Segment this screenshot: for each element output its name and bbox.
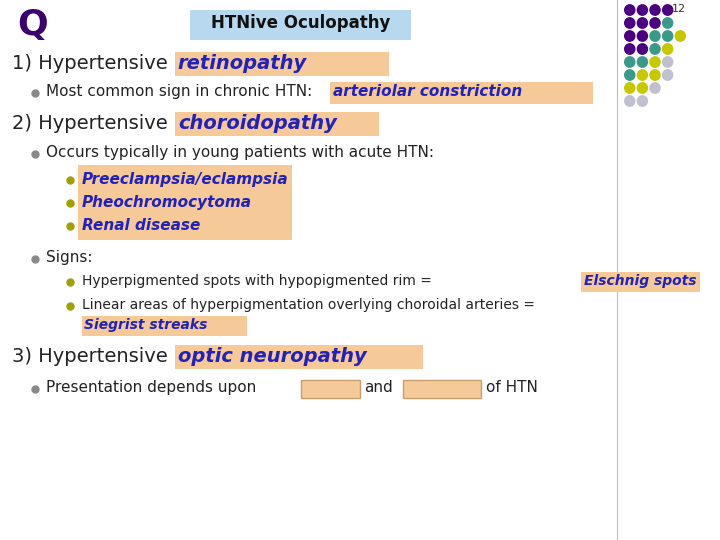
Circle shape [625, 83, 635, 93]
Circle shape [675, 31, 685, 41]
Text: Preeclampsia/eclampsia: Preeclampsia/eclampsia [81, 172, 288, 187]
Text: HTNive Oculopathy: HTNive Oculopathy [211, 14, 390, 32]
Text: 3) Hypertensive: 3) Hypertensive [12, 347, 174, 366]
Circle shape [637, 96, 647, 106]
Circle shape [637, 70, 647, 80]
Circle shape [625, 31, 635, 41]
Text: Hyperpigmented spots with hypopigmented rim =: Hyperpigmented spots with hypopigmented … [81, 274, 436, 288]
Text: Most common sign in chronic HTN:: Most common sign in chronic HTN: [45, 84, 317, 99]
Circle shape [637, 31, 647, 41]
Text: Pheochromocytoma: Pheochromocytoma [81, 195, 251, 210]
Circle shape [650, 44, 660, 54]
Text: Linear areas of hyperpigmentation overlying choroidal arteries =: Linear areas of hyperpigmentation overly… [81, 298, 535, 312]
Text: Elschnig spots: Elschnig spots [584, 274, 696, 288]
FancyBboxPatch shape [175, 112, 379, 136]
Circle shape [637, 44, 647, 54]
FancyBboxPatch shape [330, 82, 593, 104]
Circle shape [637, 18, 647, 28]
FancyBboxPatch shape [78, 165, 292, 240]
Text: Renal disease: Renal disease [81, 218, 200, 233]
Text: Siegrist streaks: Siegrist streaks [84, 318, 207, 332]
FancyBboxPatch shape [403, 380, 481, 398]
Text: arteriolar constriction: arteriolar constriction [333, 84, 523, 99]
Circle shape [662, 31, 672, 41]
Text: 1) Hypertensive: 1) Hypertensive [12, 54, 174, 73]
Circle shape [650, 18, 660, 28]
FancyBboxPatch shape [81, 316, 247, 336]
Circle shape [662, 5, 672, 15]
Text: Q: Q [17, 8, 48, 42]
Circle shape [637, 5, 647, 15]
Circle shape [625, 96, 635, 106]
Circle shape [625, 70, 635, 80]
FancyBboxPatch shape [581, 272, 708, 292]
Circle shape [650, 31, 660, 41]
Circle shape [650, 70, 660, 80]
Text: Signs:: Signs: [45, 250, 92, 265]
FancyBboxPatch shape [301, 380, 359, 398]
Text: and: and [364, 380, 393, 395]
Circle shape [662, 44, 672, 54]
Circle shape [637, 57, 647, 67]
Text: choroidopathy: choroidopathy [178, 114, 337, 133]
FancyBboxPatch shape [175, 345, 423, 369]
Text: Occurs typically in young patients with acute HTN:: Occurs typically in young patients with … [45, 145, 433, 160]
Circle shape [650, 57, 660, 67]
Circle shape [625, 18, 635, 28]
Circle shape [650, 5, 660, 15]
Circle shape [662, 18, 672, 28]
Circle shape [650, 83, 660, 93]
Circle shape [625, 57, 635, 67]
Text: 2) Hypertensive: 2) Hypertensive [12, 114, 174, 133]
Circle shape [625, 44, 635, 54]
Text: 12: 12 [672, 4, 686, 14]
Text: retinopathy: retinopathy [178, 54, 307, 73]
Circle shape [637, 83, 647, 93]
Text: Presentation depends upon: Presentation depends upon [45, 380, 261, 395]
Circle shape [662, 70, 672, 80]
Circle shape [662, 57, 672, 67]
Text: of HTN: of HTN [486, 380, 538, 395]
Circle shape [625, 5, 635, 15]
FancyBboxPatch shape [175, 52, 389, 76]
Text: optic neuropathy: optic neuropathy [178, 347, 366, 366]
FancyBboxPatch shape [189, 10, 411, 40]
